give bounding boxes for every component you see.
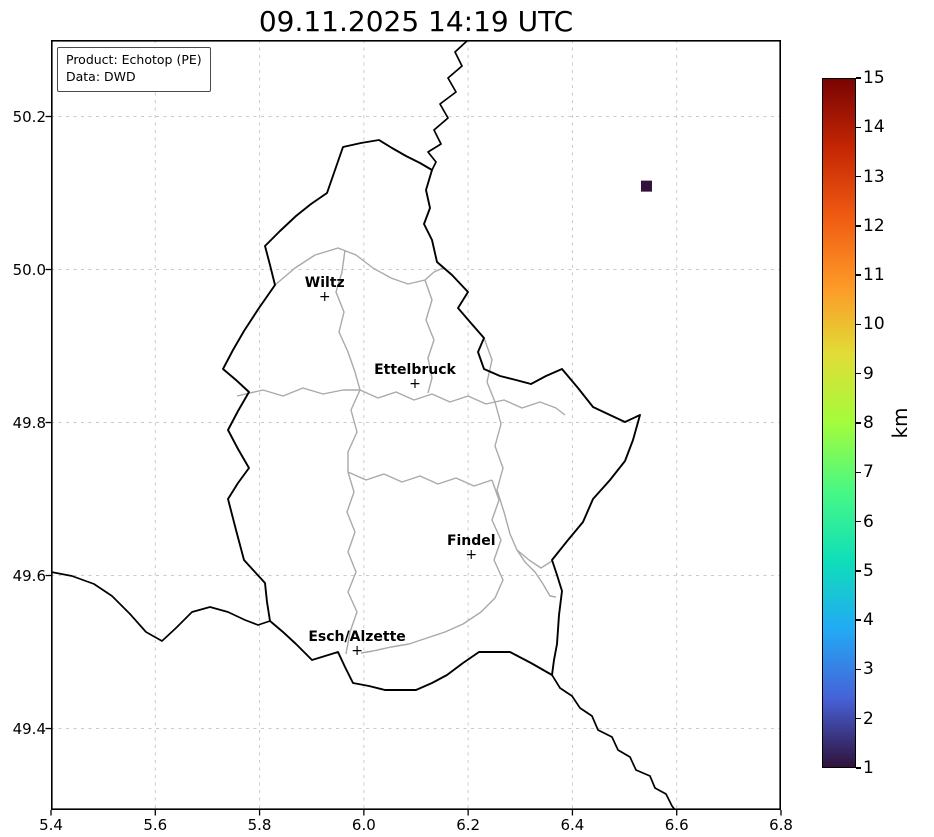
x-axis-tick-label: 6.0	[351, 816, 376, 834]
canton-border	[483, 337, 553, 569]
colorbar-tick-label: 5	[863, 560, 874, 581]
axes-frame	[51, 40, 782, 811]
y-axis-tick-label: 49.6	[12, 566, 46, 585]
border-belgium-france	[51, 571, 271, 642]
colorbar-tick-label: 4	[863, 610, 874, 631]
colorbar-tick-mark	[856, 175, 861, 178]
colorbar-tick-mark	[856, 767, 861, 769]
colorbar-unit-label: km	[888, 407, 912, 439]
canton-border	[335, 249, 361, 391]
colorbar-tick-label: 9	[863, 363, 874, 384]
axis-tick-marks	[45, 115, 782, 816]
info-box: Product: Echotop (PE) Data: DWD	[57, 47, 211, 92]
colorbar-tick-label: 15	[863, 68, 885, 88]
colorbar-tick-label: 13	[863, 166, 885, 187]
colorbar-tick-label: 7	[863, 462, 874, 483]
colorbar-tick-label: 14	[863, 117, 885, 138]
colorbar-tick-label: 10	[863, 314, 885, 335]
city-label: Ettelbruck	[374, 362, 456, 379]
city-label: Esch/Alzette	[308, 629, 406, 646]
colorbar-tick-label: 6	[863, 511, 874, 532]
colorbar-tick-mark	[856, 77, 861, 79]
x-axis-tick-label: 6.2	[456, 816, 481, 834]
colorbar-tick-mark	[856, 718, 861, 720]
colorbar-tick-label: 2	[863, 708, 874, 729]
data-source-label: Data: DWD	[66, 68, 136, 84]
city-marker-icon: +	[465, 546, 478, 563]
canton-border	[347, 471, 493, 487]
x-axis-tick-label: 5.8	[247, 816, 272, 834]
y-axis-tick-label: 49.4	[12, 719, 46, 738]
radar-data-layer	[640, 180, 652, 192]
canton-border	[274, 247, 444, 286]
colorbar-gradient	[822, 78, 856, 768]
x-axis-tick-label: 6.8	[769, 816, 793, 834]
colorbar-tick-mark	[856, 274, 861, 276]
canton-border	[516, 549, 557, 598]
colorbar-tick-mark	[856, 570, 861, 572]
product-label: Product: Echotop (PE)	[66, 52, 202, 67]
x-axis-tick-label: 6.6	[664, 816, 689, 834]
y-axis-tick-label: 49.8	[12, 413, 46, 432]
x-axis-tick-label: 5.6	[143, 816, 168, 834]
colorbar-tick-label: 3	[863, 659, 874, 680]
colorbar-tick-mark	[856, 373, 861, 375]
canton-border	[424, 279, 435, 394]
colorbar-tick-label: 11	[863, 265, 885, 286]
colorbar-tick-mark	[856, 668, 861, 671]
map-plot	[45, 40, 782, 816]
canton-border	[360, 479, 504, 654]
colorbar-tick-mark	[856, 422, 861, 424]
canton-border	[236, 387, 566, 416]
plot-title: 09.11.2025 14:19 UTC	[258, 5, 574, 38]
y-axis-tick-label: 50.0	[12, 260, 46, 279]
canton-border	[345, 389, 361, 655]
map-layer	[51, 40, 677, 810]
colorbar-tick-mark	[856, 619, 861, 621]
colorbar-tick-mark	[856, 520, 861, 523]
city-label: Findel	[446, 532, 496, 549]
colorbar-tick-mark	[856, 471, 861, 473]
colorbar-tick-label: 12	[863, 215, 885, 236]
colorbar-tick-mark	[856, 323, 861, 326]
luxembourg-border	[222, 139, 641, 691]
colorbar-tick-label: 1	[863, 758, 874, 778]
x-axis-tick-label: 5.4	[39, 816, 63, 834]
radar-echo-pixel	[640, 180, 652, 192]
colorbar-tick-mark	[856, 225, 861, 227]
city-marker-icon: +	[318, 289, 331, 306]
colorbar-tick-mark	[856, 126, 861, 128]
city-label: Wiltz	[304, 275, 345, 292]
x-axis-tick-label: 6.4	[560, 816, 585, 834]
city-marker-icon: +	[409, 376, 421, 393]
border-belgium-germany	[427, 40, 469, 171]
city-marker-icon: +	[351, 643, 363, 660]
border-france-germany	[551, 674, 677, 810]
colorbar-tick-label: 8	[863, 413, 874, 433]
y-axis-tick-label: 50.2	[12, 107, 46, 126]
grid-layer	[51, 40, 781, 810]
